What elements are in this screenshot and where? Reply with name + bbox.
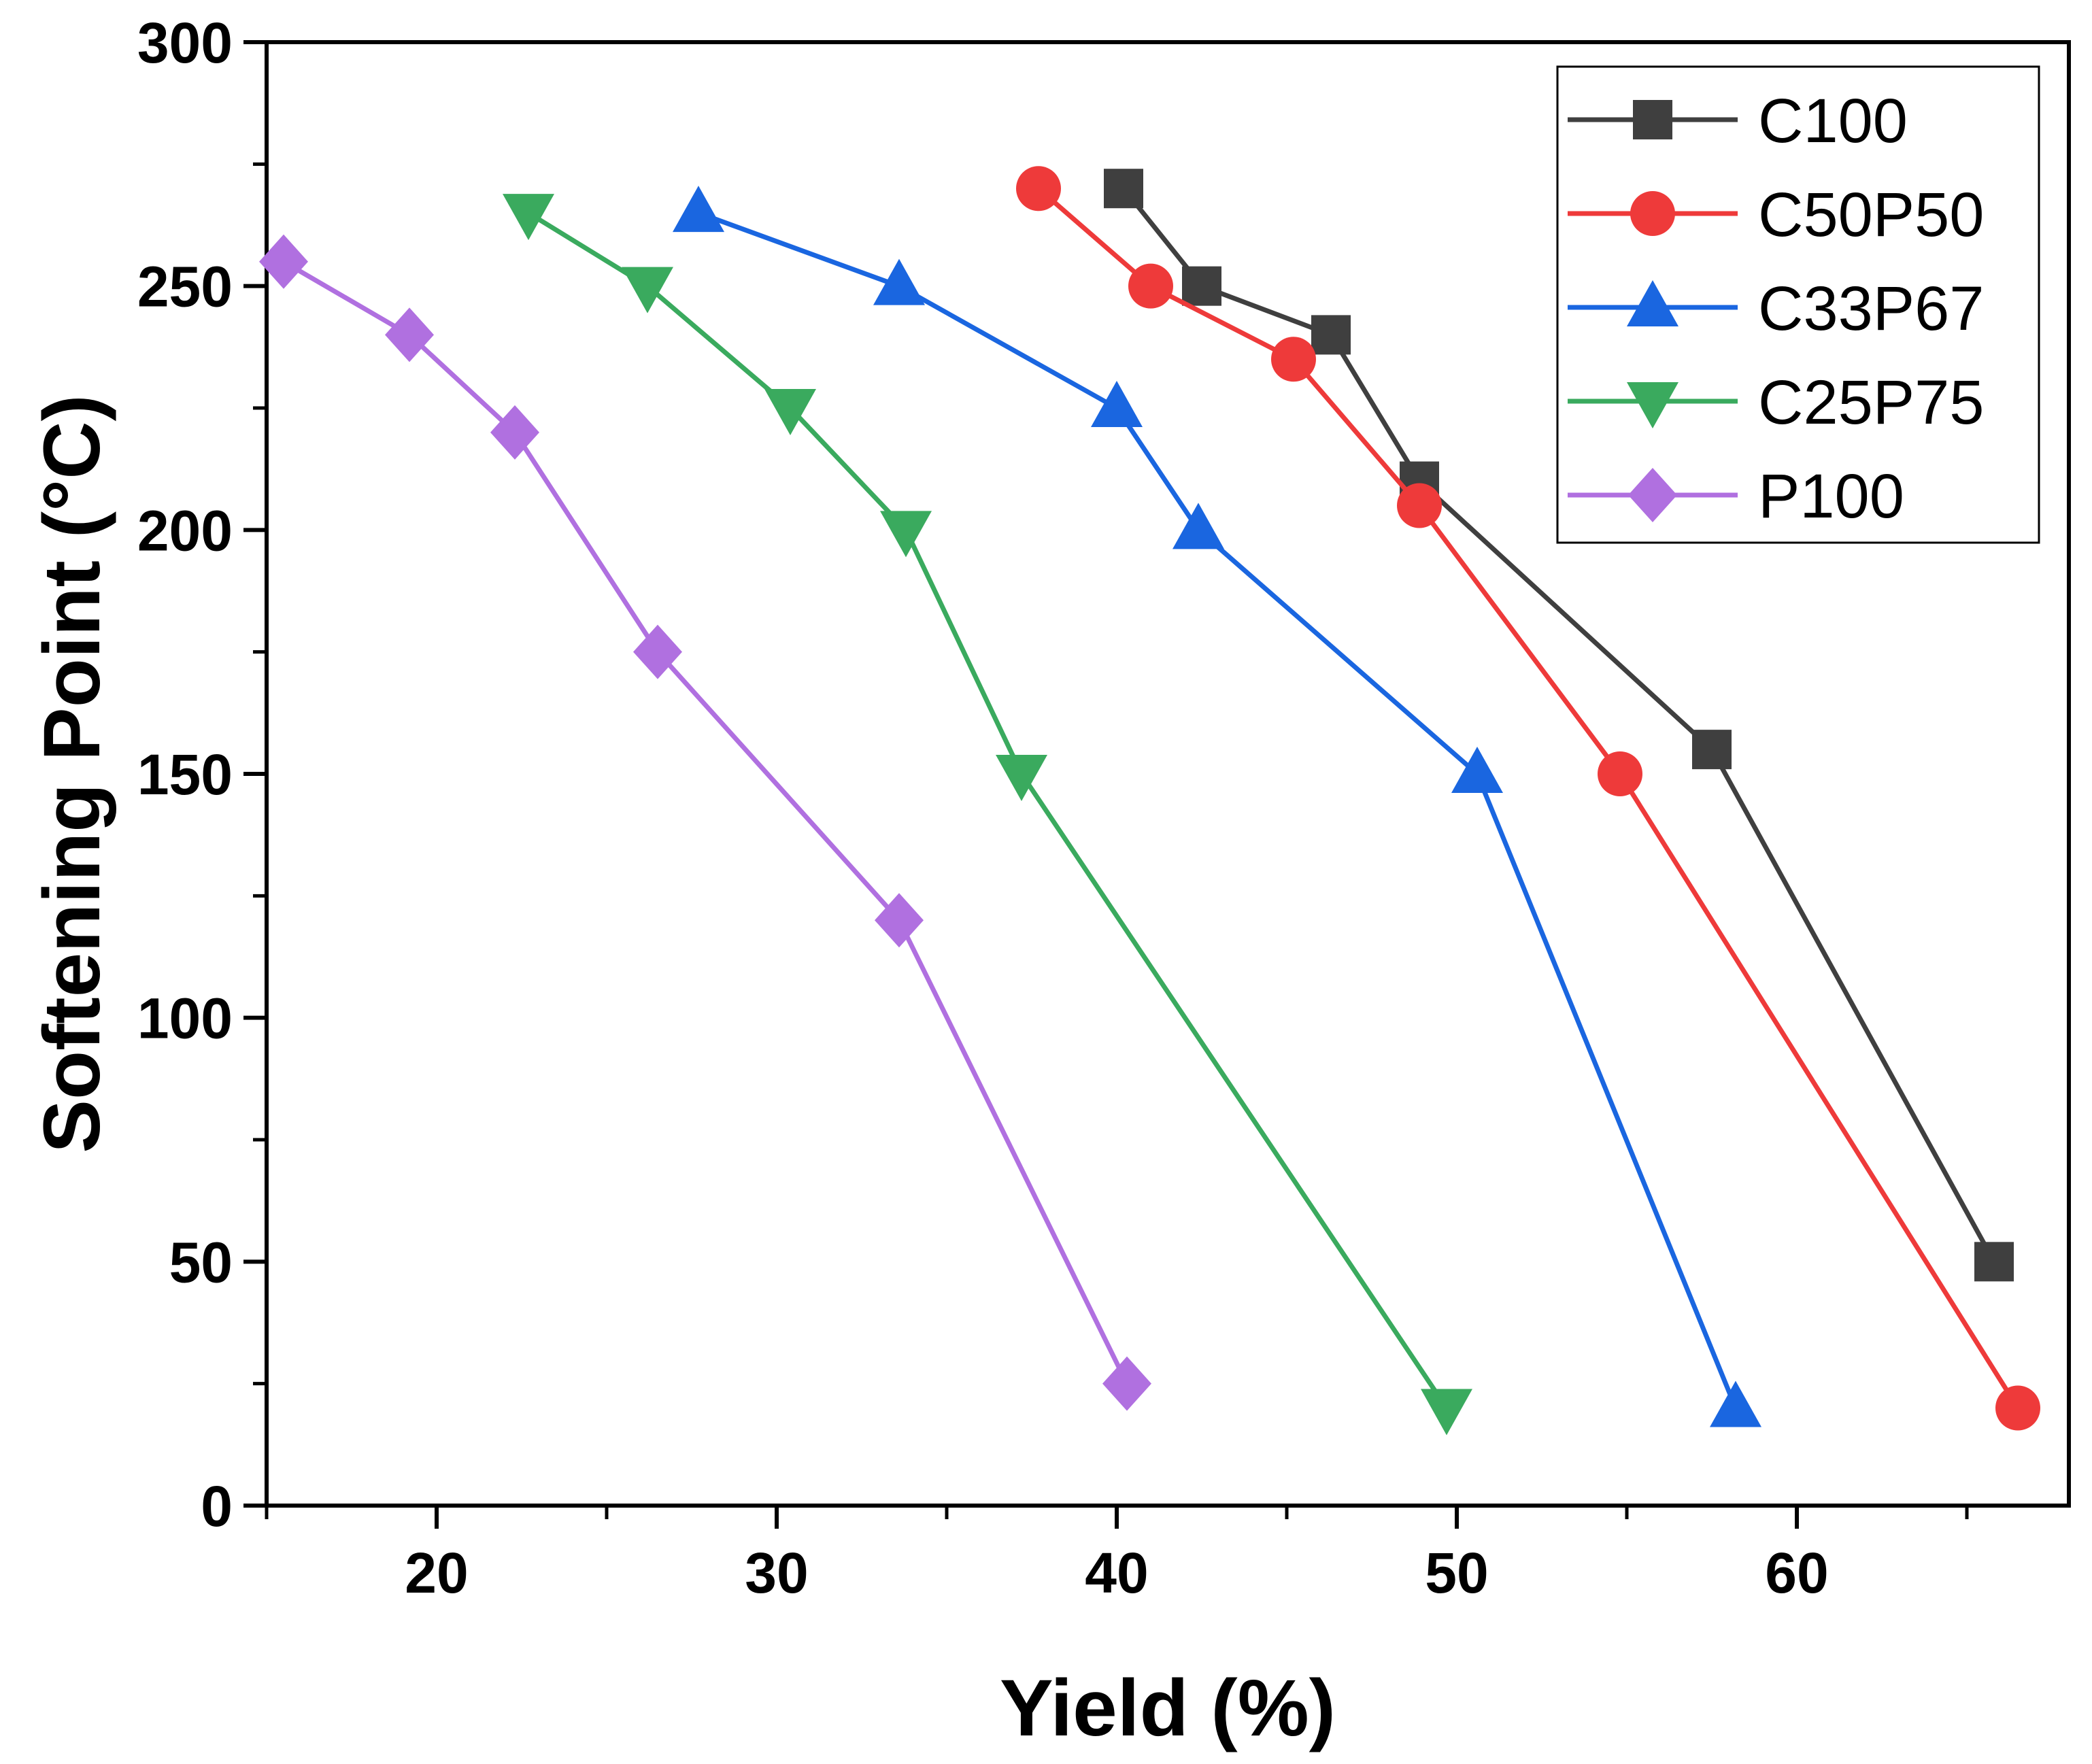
legend-label-C100: C100 [1758, 86, 1908, 156]
series-line-P100 [282, 259, 1130, 1385]
y-tick-label-0: 0 [201, 1474, 233, 1538]
data-point-C50P50-5 [1995, 1385, 2040, 1431]
series-C100 [1104, 169, 2014, 1282]
legend: C100 C50P50 C33P67 C25P75 P100 [1556, 65, 2040, 544]
data-point-P100-1 [385, 307, 434, 362]
series-C33P67 [673, 186, 1761, 1427]
data-point-C25P75-2 [764, 389, 816, 435]
data-point-C100-2 [1311, 315, 1351, 355]
legend-item-C33P67: C33P67 [1568, 274, 1984, 343]
data-point-C100-5 [1974, 1242, 2014, 1282]
series-layer [259, 166, 2040, 1436]
legend-label-C25P75: C25P75 [1758, 368, 1984, 437]
legend-marker-P100 [1628, 468, 1677, 522]
data-point-C33P67-5 [1710, 1380, 1761, 1427]
x-tick-label-2: 40 [1085, 1541, 1148, 1605]
data-point-P100-4 [875, 893, 924, 948]
data-point-P100-0 [259, 234, 308, 289]
series-C25P75 [503, 194, 1472, 1436]
series-line-C33P67 [697, 210, 1738, 1409]
legend-label-C33P67: C33P67 [1758, 274, 1984, 343]
series-C50P50 [1016, 166, 2040, 1431]
y-tick-label-1: 50 [169, 1230, 233, 1294]
data-point-C33P67-4 [1451, 747, 1503, 793]
x-tick-label-1: 30 [745, 1541, 808, 1605]
data-point-C50P50-2 [1271, 337, 1316, 382]
y-tick-label-4: 200 [137, 498, 233, 562]
data-point-C25P75-3 [880, 511, 932, 558]
data-point-P100-2 [490, 405, 539, 460]
data-point-C100-0 [1104, 169, 1143, 209]
data-point-C33P67-2 [1091, 381, 1143, 427]
legend-marker-C33P67 [1627, 280, 1678, 326]
data-point-C33P67-1 [873, 258, 925, 305]
data-point-C33P67-0 [673, 186, 724, 233]
y-tick-label-6: 300 [137, 11, 233, 75]
axes: 20 30 40 50 60 0 50 100 150 200 250 300 [137, 11, 1969, 1605]
y-tick-label-3: 150 [137, 743, 233, 807]
y-tick-label-5: 250 [137, 255, 233, 319]
data-point-C33P67-3 [1172, 503, 1224, 549]
x-tick-label-3: 50 [1425, 1541, 1488, 1605]
data-point-C100-4 [1692, 730, 1732, 770]
x-tick-label-0: 20 [405, 1541, 468, 1605]
data-point-P100-3 [633, 624, 682, 679]
legend-marker-C25P75 [1627, 382, 1678, 428]
legend-item-P100: P100 [1568, 462, 1904, 531]
series-line-C50P50 [1036, 186, 2020, 1410]
x-tick-label-4: 60 [1765, 1541, 1828, 1605]
y-axis-title: Softening Point (°C) [27, 394, 117, 1153]
data-point-C25P75-5 [1421, 1389, 1472, 1436]
data-point-C50P50-3 [1397, 483, 1442, 528]
legend-item-C25P75: C25P75 [1568, 368, 1984, 437]
legend-box [1556, 65, 2040, 544]
legend-label-P100: P100 [1758, 462, 1904, 531]
data-point-C50P50-0 [1016, 166, 1061, 211]
series-P100 [259, 234, 1151, 1411]
legend-marker-C50P50 [1630, 191, 1675, 236]
data-point-C50P50-4 [1598, 751, 1642, 796]
legend-marker-C100 [1633, 100, 1672, 139]
legend-item-C50P50: C50P50 [1568, 180, 1984, 250]
legend-label-C50P50: C50P50 [1758, 180, 1984, 250]
legend-item-C100: C100 [1568, 86, 1908, 156]
data-point-C50P50-1 [1128, 263, 1173, 309]
data-point-C25P75-4 [996, 755, 1047, 801]
data-point-P100-5 [1102, 1356, 1151, 1411]
y-tick-label-2: 100 [137, 987, 233, 1051]
x-axis-title: Yield (%) [1000, 1663, 1336, 1753]
data-point-C25P75-1 [622, 267, 673, 313]
data-point-C25P75-0 [503, 194, 554, 241]
data-point-C100-1 [1182, 266, 1221, 306]
